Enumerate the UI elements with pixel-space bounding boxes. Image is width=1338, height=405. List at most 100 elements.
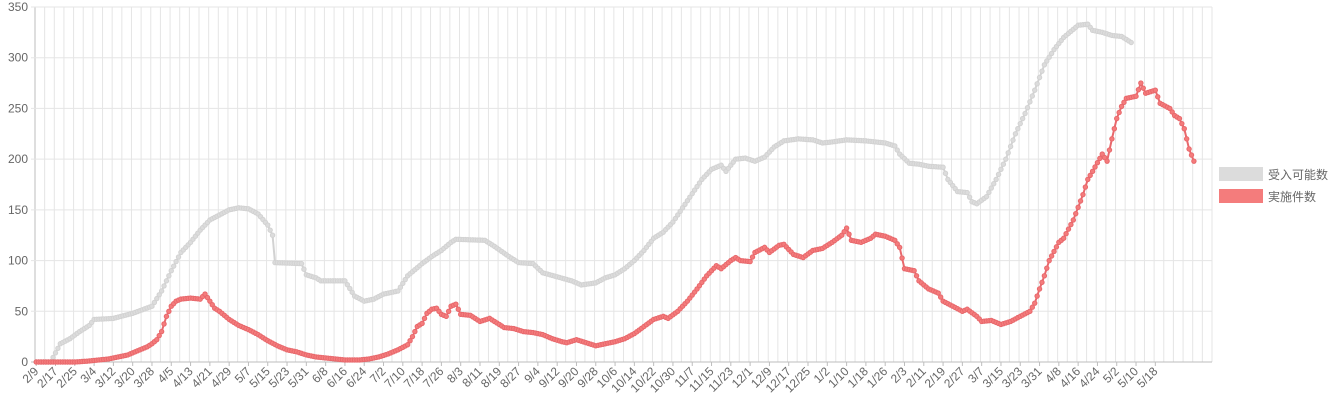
data-point	[301, 266, 307, 272]
data-point	[843, 225, 850, 231]
data-point	[1039, 279, 1045, 286]
data-point	[52, 350, 59, 356]
data-point	[747, 258, 753, 265]
data-point	[1094, 159, 1101, 166]
data-point	[935, 290, 941, 296]
data-point	[397, 284, 404, 290]
data-point	[1092, 164, 1098, 170]
data-point	[55, 345, 61, 352]
data-point	[269, 232, 276, 238]
data-point	[846, 231, 852, 237]
x-tick-label: 6/24	[343, 364, 370, 391]
x-tick-label: 8/27	[497, 364, 524, 391]
data-point	[1046, 54, 1052, 60]
data-point	[1097, 155, 1103, 162]
data-point	[1046, 257, 1052, 264]
data-point	[841, 228, 847, 235]
data-point	[409, 333, 416, 340]
series-performed	[33, 80, 1197, 365]
series-capacity	[33, 21, 1134, 365]
y-tick-label: 0	[21, 355, 28, 369]
data-point	[1169, 109, 1175, 115]
x-tick-label: 1/26	[864, 364, 891, 391]
y-tick-label: 200	[8, 152, 28, 166]
data-point	[1140, 85, 1146, 91]
y-tick-label: 300	[8, 51, 28, 65]
data-point	[1133, 93, 1139, 99]
data-point	[156, 292, 162, 298]
data-point	[204, 294, 211, 301]
data-point	[202, 291, 208, 297]
legend-item-capacity[interactable]: 受入可能数	[1219, 163, 1328, 185]
data-point	[691, 187, 698, 193]
data-point	[892, 143, 898, 149]
data-point	[1109, 136, 1115, 142]
x-tick-label: 3/28	[131, 364, 158, 391]
data-point	[1104, 158, 1110, 164]
data-point	[1155, 94, 1161, 100]
data-point	[1183, 136, 1190, 142]
data-point	[679, 205, 686, 211]
legend-item-performed[interactable]: 実施件数	[1219, 185, 1328, 207]
legend-swatch-performed	[1219, 189, 1263, 203]
data-point	[1039, 68, 1045, 74]
data-point	[402, 276, 408, 283]
x-tick-label: 7/26	[420, 364, 447, 391]
data-point	[995, 171, 1002, 178]
y-tick-label: 100	[8, 254, 28, 268]
gridlines	[31, 6, 1213, 363]
data-point	[694, 183, 700, 190]
data-point	[421, 315, 428, 322]
x-tick-label: 4/29	[208, 364, 235, 391]
data-point	[156, 332, 162, 339]
data-point	[1152, 87, 1159, 93]
data-point	[988, 185, 995, 191]
data-point	[675, 212, 681, 218]
data-point	[453, 301, 459, 307]
data-point	[966, 194, 973, 200]
y-tick-label: 50	[15, 304, 29, 318]
data-point	[50, 354, 56, 361]
data-point	[1121, 99, 1127, 106]
data-point	[163, 278, 170, 284]
data-point	[670, 219, 676, 225]
data-point	[1034, 81, 1040, 87]
data-point	[1116, 109, 1122, 116]
data-point	[1005, 150, 1011, 156]
data-point	[1176, 115, 1183, 122]
x-tick-label: 2/25	[54, 364, 81, 391]
data-point	[913, 273, 920, 279]
x-tick-label: 5/18	[1134, 364, 1161, 391]
data-point	[993, 176, 999, 183]
data-point	[1085, 176, 1091, 183]
data-point	[395, 288, 401, 294]
data-point	[161, 321, 167, 327]
data-point	[1128, 39, 1134, 46]
data-point	[175, 254, 182, 260]
data-point	[1027, 99, 1033, 105]
data-point	[1019, 115, 1026, 122]
data-point	[168, 268, 174, 274]
data-point	[1036, 286, 1043, 292]
legend: 受入可能数 実施件数	[1219, 163, 1328, 207]
data-point	[677, 208, 683, 215]
data-point	[687, 194, 693, 200]
data-point	[163, 313, 170, 320]
data-point	[1015, 126, 1021, 132]
y-tick-label: 250	[8, 101, 28, 115]
data-point	[1118, 103, 1125, 110]
data-point	[986, 189, 992, 196]
data-point	[696, 180, 703, 186]
data-point	[1075, 204, 1081, 211]
data-point	[1167, 105, 1173, 112]
data-point	[1065, 226, 1072, 232]
data-point	[937, 294, 944, 300]
data-point	[894, 147, 900, 153]
data-point	[1022, 110, 1028, 117]
data-point	[1032, 87, 1038, 93]
x-tick-label: 5/31	[285, 364, 312, 391]
data-point	[1179, 120, 1185, 127]
data-point	[682, 201, 688, 207]
data-point	[1048, 50, 1055, 57]
